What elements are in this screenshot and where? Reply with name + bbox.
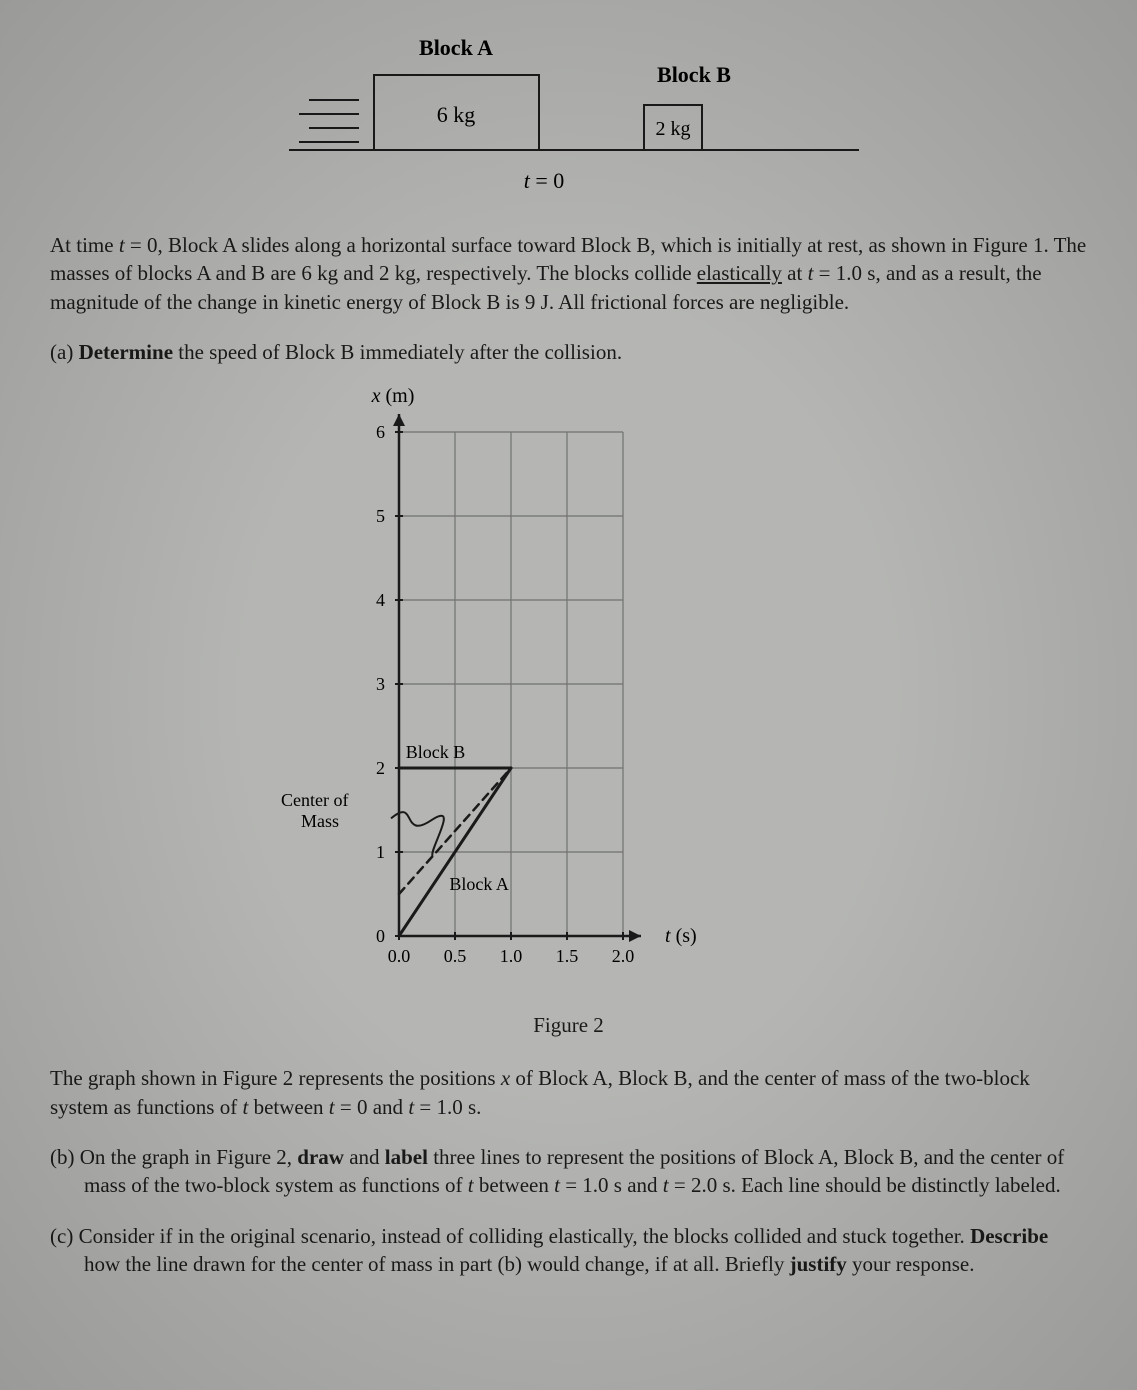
svg-text:3: 3 [376,674,385,694]
part-c: (c) Consider if in the original scenario… [50,1222,1087,1279]
svg-text:5: 5 [376,506,385,526]
block-b-title: Block B [657,62,731,87]
svg-text:2.0: 2.0 [611,946,634,966]
part-a-verb: Determine [79,340,173,364]
svg-text:0: 0 [376,926,385,946]
svg-text:Mass: Mass [301,811,339,831]
svg-text:1.0: 1.0 [499,946,522,966]
svg-text:Block B: Block B [405,742,465,762]
part-a-rest: the speed of Block B immediately after t… [173,340,622,364]
block-a-title: Block A [419,35,493,60]
svg-text:1.5: 1.5 [555,946,578,966]
intro-paragraph: At time t = 0, Block A slides along a ho… [50,231,1087,316]
block-a-mass: 6 kg [436,102,475,127]
part-b-label: (b) [50,1145,80,1169]
figure-2-caption: Figure 2 [249,1013,889,1038]
figure-1-svg: Block A 6 kg Block B 2 kg t = 0 [249,20,889,200]
svg-text:x (m): x (m) [370,385,414,407]
svg-text:t (s): t (s) [665,925,697,947]
part-a: (a) Determine the speed of Block B immed… [50,338,1087,366]
part-a-label: (a) [50,340,79,364]
part-b: (b) On the graph in Figure 2, draw and l… [50,1143,1087,1200]
svg-text:1: 1 [376,842,385,862]
figure-2: 0.0 0.5 1.0 1.5 2.0 0 1 2 3 4 5 6 x (m) t (s) Block B B… [249,376,889,1038]
svg-text:2: 2 [376,758,385,778]
svg-text:Center of: Center of [281,790,348,810]
figure-1: Block A 6 kg Block B 2 kg t = 0 [249,20,889,205]
svg-text:0.0: 0.0 [387,946,410,966]
figure-2-svg: 0.0 0.5 1.0 1.5 2.0 0 1 2 3 4 5 6 x (m) t (s) Block B B… [249,376,889,996]
svg-text:6: 6 [376,422,385,442]
time-zero-label: t = 0 [523,168,564,193]
svg-text:Block A: Block A [449,874,509,894]
part-c-label: (c) [50,1224,79,1248]
post-fig2-paragraph: The graph shown in Figure 2 represents t… [50,1064,1087,1121]
svg-text:0.5: 0.5 [443,946,466,966]
block-b-mass: 2 kg [655,118,690,140]
svg-text:4: 4 [376,590,385,610]
